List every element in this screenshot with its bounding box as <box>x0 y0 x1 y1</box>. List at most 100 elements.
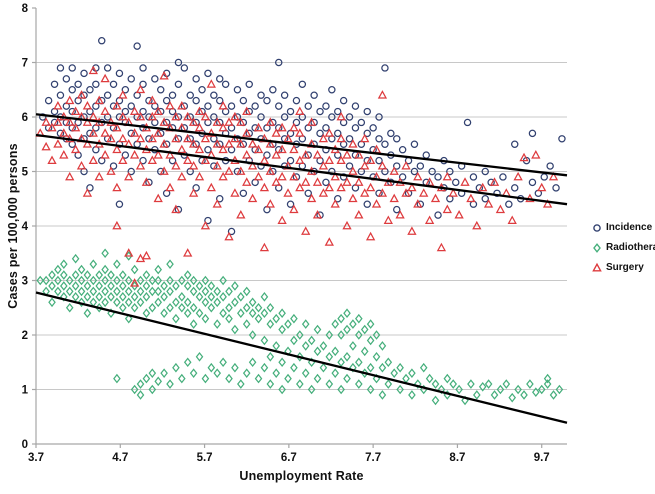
y-tick-label: 2 <box>22 330 28 342</box>
triangle-marker-icon <box>171 111 181 121</box>
circle-marker-icon <box>204 145 212 154</box>
diamond-marker-icon <box>160 368 168 378</box>
circle-marker-icon <box>56 91 65 99</box>
triangle-marker-icon <box>200 220 211 230</box>
circle-marker-icon <box>280 91 289 99</box>
triangle-marker-icon <box>301 177 311 186</box>
triangle-marker-icon <box>265 117 275 126</box>
triangle-marker-icon <box>265 139 275 148</box>
diamond-marker-icon <box>213 286 222 297</box>
triangle-marker-icon <box>129 278 140 287</box>
diamond-marker-icon <box>95 281 104 291</box>
triangle-marker-icon <box>318 133 329 143</box>
circle-marker-icon <box>269 86 277 94</box>
triangle-marker-icon <box>194 106 205 115</box>
diamond-marker-icon <box>473 390 481 400</box>
diamond-marker-icon <box>189 302 198 313</box>
triangle-marker-icon <box>159 71 169 80</box>
triangle-marker-icon <box>271 128 281 137</box>
diamond-marker-icon <box>514 384 522 395</box>
diamond-marker-icon <box>248 330 257 340</box>
circle-marker-icon <box>304 102 312 110</box>
triangle-marker-icon <box>82 139 93 148</box>
diamond-marker-icon <box>142 281 151 291</box>
circle-marker-icon <box>275 102 283 110</box>
triangle-marker-icon <box>47 122 57 132</box>
triangle-marker-icon <box>277 215 287 224</box>
circle-marker-icon <box>50 80 59 89</box>
triangle-marker-icon <box>206 182 216 192</box>
circle-marker-icon <box>334 129 342 138</box>
circle-marker-icon <box>62 75 71 83</box>
circle-marker-icon <box>292 118 301 127</box>
diamond-marker-icon <box>242 319 251 329</box>
diamond-marker-icon <box>319 341 328 351</box>
diamond-marker-icon <box>319 362 328 373</box>
diamond-marker-icon <box>237 308 245 319</box>
radiotherapy-diamond-icon <box>591 241 605 253</box>
triangle-marker-icon <box>188 139 199 148</box>
triangle-marker-icon <box>277 144 287 154</box>
diamond-marker-icon <box>313 346 322 357</box>
diamond-marker-icon <box>213 368 222 378</box>
x-axis-title: Unemployment Rate <box>239 469 364 483</box>
circle-marker-icon <box>109 80 118 89</box>
circle-marker-icon <box>316 129 324 138</box>
diamond-marker-icon <box>437 384 446 395</box>
diamond-marker-icon <box>343 351 351 362</box>
diamond-marker-icon <box>355 379 363 389</box>
triangle-marker-icon <box>424 215 435 224</box>
triangle-marker-icon <box>165 100 175 110</box>
triangle-marker-icon <box>124 248 134 257</box>
diamond-marker-icon <box>231 281 239 291</box>
diamond-marker-icon <box>166 259 174 269</box>
triangle-marker-icon <box>88 128 98 137</box>
diamond-marker-icon <box>231 297 239 308</box>
diamond-marker-icon <box>537 384 546 395</box>
triangle-marker-icon <box>295 106 305 115</box>
diamond-marker-icon <box>242 286 251 297</box>
triangle-marker-icon <box>247 139 258 148</box>
triangle-marker-icon <box>489 177 500 186</box>
diamond-marker-icon <box>77 286 86 297</box>
triangle-marker-icon <box>147 95 157 105</box>
triangle-marker-icon <box>236 139 246 148</box>
triangle-marker-icon <box>183 133 193 143</box>
diamond-marker-icon <box>71 253 80 264</box>
triangle-marker-icon <box>200 133 211 143</box>
triangle-marker-icon <box>495 204 506 214</box>
triangle-marker-icon <box>82 117 93 126</box>
diamond-marker-icon <box>484 379 493 389</box>
diamond-marker-icon <box>360 324 369 335</box>
diamond-marker-icon <box>136 297 145 308</box>
diamond-marker-icon <box>366 319 375 329</box>
circle-marker-icon <box>481 195 489 203</box>
diamond-marker-icon <box>396 384 404 395</box>
triangle-marker-icon <box>401 160 411 170</box>
circle-marker-icon <box>505 200 513 208</box>
triangle-marker-icon <box>407 182 417 192</box>
triangle-marker-icon <box>129 150 140 159</box>
diamond-marker-icon <box>272 368 281 378</box>
triangle-marker-icon <box>342 177 352 186</box>
diamond-marker-icon <box>266 319 275 329</box>
triangle-marker-icon <box>118 111 128 121</box>
circle-marker-icon <box>115 69 124 78</box>
diamond-marker-icon <box>89 286 98 297</box>
diamond-marker-icon <box>142 292 151 302</box>
diamond-marker-icon <box>260 335 269 346</box>
diamond-marker-icon <box>148 368 157 378</box>
diamond-marker-icon <box>219 292 227 302</box>
diamond-marker-icon <box>65 275 74 286</box>
diamond-marker-icon <box>42 275 50 286</box>
circle-marker-icon <box>198 86 206 94</box>
diamond-marker-icon <box>307 335 316 346</box>
diamond-marker-icon <box>201 297 210 308</box>
diamond-marker-icon <box>65 286 74 297</box>
diamond-marker-icon <box>337 330 345 340</box>
diamond-marker-icon <box>301 319 310 329</box>
diamond-marker-icon <box>290 362 298 373</box>
diamond-marker-icon <box>231 324 239 335</box>
diamond-marker-icon <box>508 392 517 403</box>
triangle-marker-icon <box>41 141 51 151</box>
